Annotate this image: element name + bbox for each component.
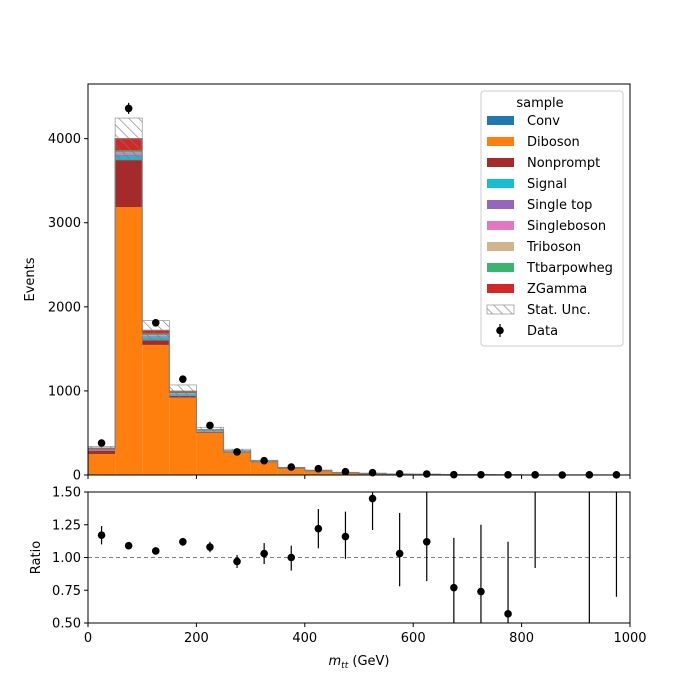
x-axis-title-sub: tt [341,661,349,671]
legend-title: sample [516,96,563,111]
data-point [314,464,323,473]
legend-label-conv: Conv [527,114,560,129]
legend-label-signal: Signal [527,177,567,192]
data-point [124,104,133,113]
ratio-point [233,557,241,566]
legend-box [480,90,624,347]
legend-swatch-singleboson [487,221,514,230]
x-axis-title-unit: (GeV) [348,654,389,669]
ratio-point [179,537,187,546]
x-tick-label: 0 [84,631,92,646]
x-tick-label: 1000 [613,631,646,646]
legend-label-nonprompt: Nonprompt [527,156,600,171]
ratio-y-tick-label: 1.50 [52,486,81,501]
legend-swatch-single-top [487,200,514,209]
legend-swatch-diboson [487,137,514,146]
ratio-point [422,537,431,546]
data-point [151,319,160,327]
x-tick-label: 400 [292,631,317,646]
bar-diboson [304,470,332,475]
ratio-point [368,494,377,503]
ratio-y-tick-label: 0.50 [52,617,81,632]
ratio-point [395,549,404,558]
stat-unc-bin [88,446,116,451]
main-plot-area [88,117,630,475]
legend-label-singleboson: Singleboson [527,219,606,234]
ratio-point [450,583,458,592]
ratio-y-tick-label: 1.00 [52,551,81,566]
ratio-point [206,543,214,551]
x-axis-title-main: m [329,654,342,669]
bar-diboson [277,468,305,475]
y-tick-label: 2000 [48,300,81,315]
x-axis-title: mtt (GeV) [329,654,390,671]
legend-label-data: Data [527,324,558,339]
bar-diboson [142,344,170,475]
ratio-y-axis-title: Ratio [29,541,44,574]
ratio-point [97,531,106,540]
data-point [179,375,187,383]
legend-swatch-zgamma [487,284,514,293]
y-axis-title: Events [23,257,38,301]
legend-label-zgamma: ZGamma [527,282,587,297]
legend-swatch-nonprompt [487,158,514,167]
legend-label-stat-unc: Stat. Unc. [527,303,591,318]
data-point [97,439,106,447]
x-tick-label: 600 [401,631,426,646]
ratio-y-tick-label: 1.25 [52,518,81,533]
stat-unc-bin [169,384,197,398]
data-point [341,467,350,476]
legend-swatch-signal [487,179,514,188]
ratio-point [504,610,512,618]
legend-data-marker [496,326,504,335]
legend-swatch-stat-unc [486,304,515,315]
x-tick-label: 800 [509,631,534,646]
bar-diboson [169,397,197,475]
legend-label-single-top: Single top [527,198,592,213]
bar-nonprompt [196,432,224,433]
y-tick-label: 1000 [48,384,81,399]
bar-nonprompt [115,160,143,208]
legend-swatch-ttbarpowheg [487,263,514,272]
legend-label-triboson: Triboson [526,240,581,255]
legend-swatch-conv [487,116,514,125]
data-point [233,448,241,456]
bar-diboson [196,432,224,475]
ratio-point [477,587,485,596]
legend-label-diboson: Diboson [527,135,580,150]
bar-diboson [223,452,251,475]
ratio-point [287,553,296,562]
y-tick-label: 3000 [48,216,81,231]
y-tick-label: 4000 [48,132,81,147]
data-point [395,469,404,478]
legend-swatch-triboson [487,242,514,251]
ratio-point [314,524,323,533]
bar-diboson [88,453,116,475]
main-axes-frame [87,83,631,476]
data-point [260,456,268,465]
ratio-point [124,541,133,550]
data-point [206,421,214,430]
ratio-axes-frame [87,491,631,624]
ratio-y-tick-label: 0.75 [52,584,81,599]
stat-unc-bin [114,117,143,160]
data-point [422,470,431,478]
legend-label-ttbarpowheg: Ttbarpowheg [526,261,613,276]
ratio-plot-area [88,492,630,623]
data-point [287,463,296,471]
bar-diboson [250,461,278,475]
ratio-point [341,532,350,541]
y-tick-label: 0 [73,469,81,484]
bar-nonprompt [88,450,116,454]
ratio-point [260,549,268,558]
bar-nonprompt [142,340,170,345]
x-tick-label: 200 [184,631,209,646]
bar-diboson [115,207,143,475]
ratio-point [151,547,160,555]
series-diboson [88,207,630,475]
